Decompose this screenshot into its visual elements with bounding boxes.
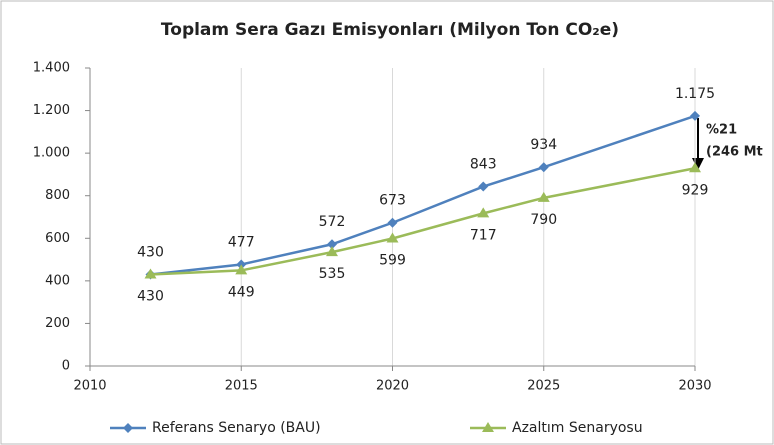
y-tick-label: 1.400 — [33, 61, 70, 76]
marker — [478, 181, 489, 192]
marker — [538, 162, 549, 173]
x-tick-label: 2020 — [376, 379, 409, 394]
data-label: 572 — [319, 214, 346, 230]
x-tick-label: 2015 — [225, 379, 258, 394]
x-tick-label: 2025 — [527, 379, 560, 394]
legend-label: Azaltım Senaryosu — [512, 420, 643, 436]
annotation: %21 — [706, 123, 737, 138]
marker — [235, 264, 248, 275]
data-label: 430 — [137, 288, 164, 304]
data-label: 477 — [228, 234, 255, 250]
chart-title: Toplam Sera Gazı Emisyonları (Milyon Ton… — [161, 20, 619, 40]
data-label: 934 — [530, 137, 557, 153]
y-tick-label: 400 — [45, 273, 70, 288]
data-label: 673 — [379, 193, 406, 209]
data-label: 1.175 — [675, 86, 715, 102]
annotation: (246 Mt — [706, 145, 763, 160]
data-label: 790 — [530, 212, 557, 228]
y-tick-label: 1.200 — [33, 103, 70, 118]
y-tick-label: 0 — [62, 359, 70, 374]
y-tick-label: 200 — [45, 316, 70, 331]
x-tick-label: 2030 — [678, 379, 711, 394]
data-label: 717 — [470, 227, 497, 243]
marker — [477, 207, 490, 218]
data-label: 430 — [137, 244, 164, 260]
marker — [327, 239, 337, 250]
y-tick-label: 600 — [45, 231, 70, 246]
y-tick-label: 1.000 — [33, 146, 70, 161]
marker — [326, 246, 338, 257]
data-label: 843 — [470, 157, 497, 173]
marker — [387, 217, 398, 228]
marker — [690, 110, 700, 121]
data-label: 599 — [379, 252, 406, 268]
marker — [144, 268, 157, 279]
x-tick-label: 2010 — [73, 379, 106, 394]
data-label: 449 — [228, 284, 255, 300]
marker — [386, 232, 399, 243]
y-tick-label: 800 — [45, 188, 70, 203]
data-label: 535 — [319, 266, 346, 282]
legend-label: Referans Senaryo (BAU) — [152, 420, 321, 436]
marker — [689, 162, 701, 173]
data-label: 929 — [682, 182, 709, 198]
legend-marker — [123, 423, 133, 433]
marker — [537, 191, 550, 202]
legend-marker — [482, 422, 494, 432]
